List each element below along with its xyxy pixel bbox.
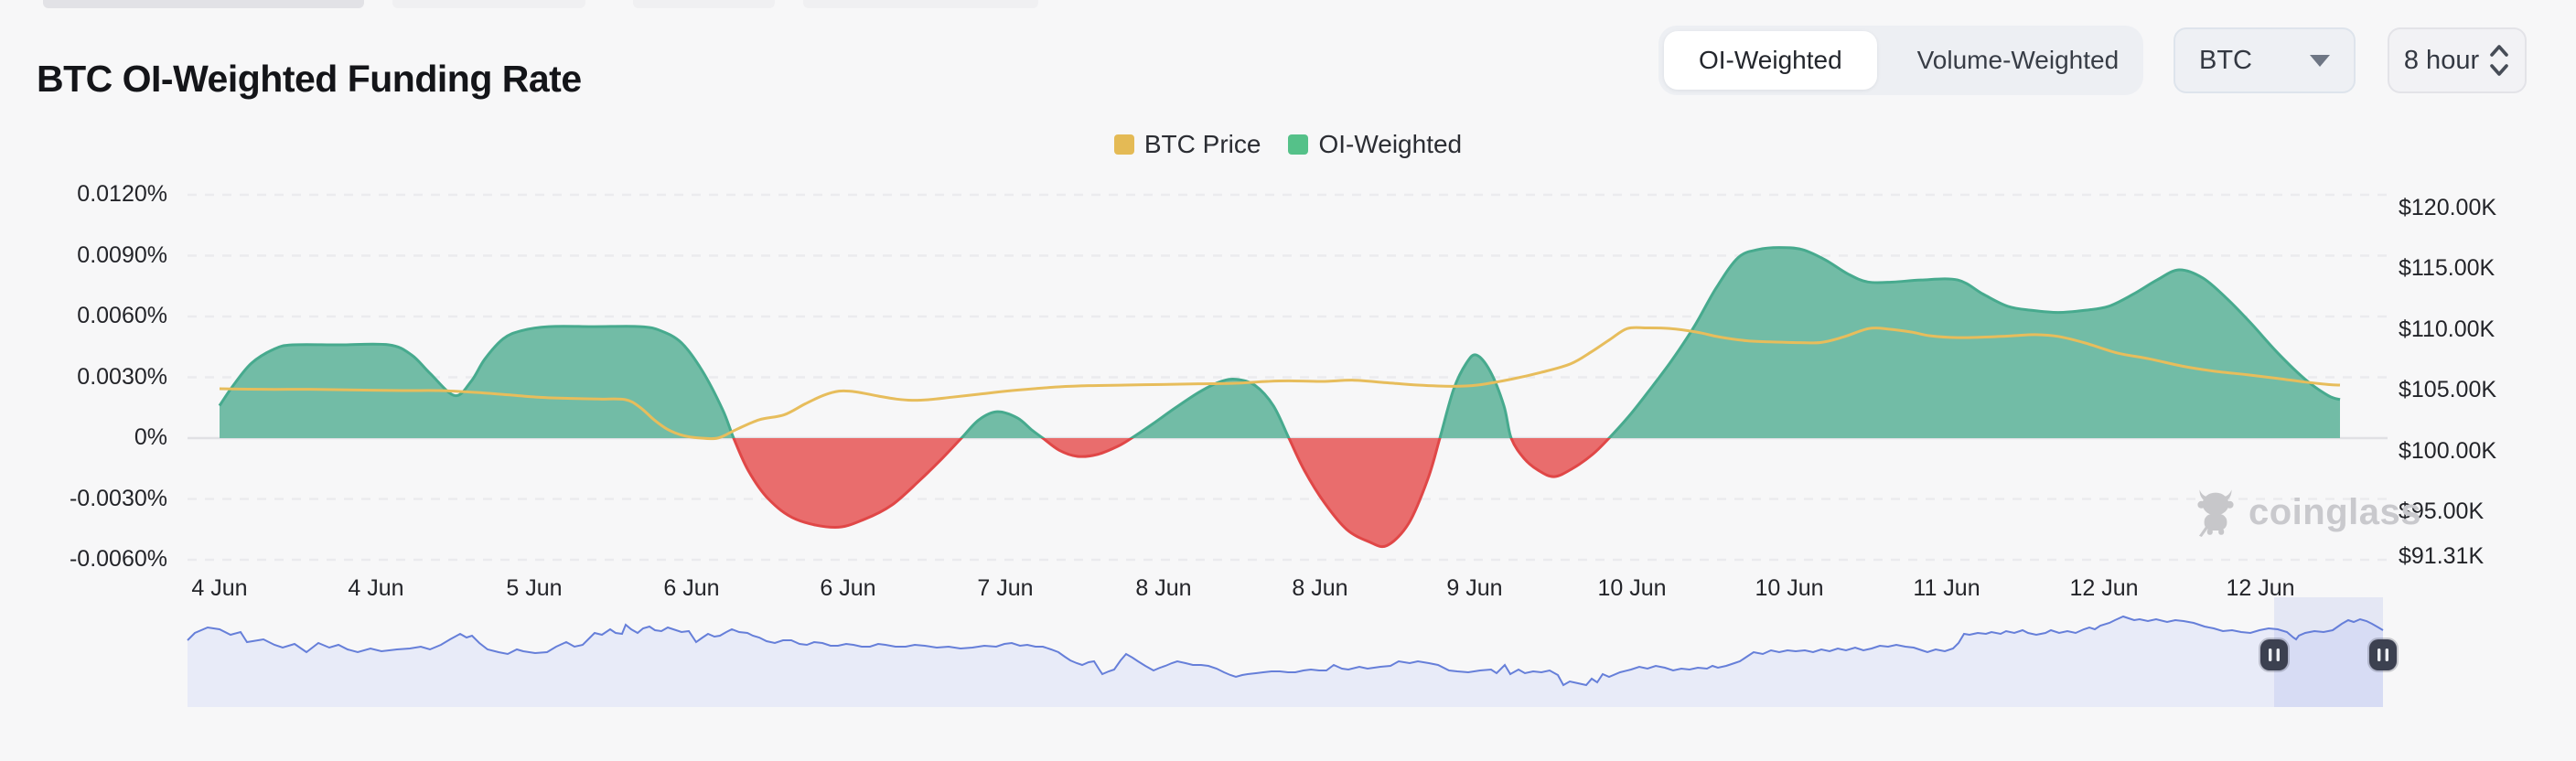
legend-item-btc-price[interactable]: BTC Price [1113, 130, 1261, 159]
legend-swatch [1288, 134, 1309, 155]
y-axis-right-tick: $110.00K [2399, 316, 2496, 342]
x-axis-tick: 5 Jun [506, 575, 563, 601]
funding-line-negative [732, 438, 1612, 549]
navigator[interactable] [187, 597, 2399, 707]
coinglass-watermark: coinglass [2194, 488, 2421, 537]
legend-item-oi-weighted[interactable]: OI-Weighted [1288, 130, 1462, 159]
y-axis-right-tick: $115.00K [2399, 255, 2496, 281]
y-axis-right-tick: $105.00K [2399, 377, 2497, 402]
interval-select-value: 8 hour [2403, 45, 2480, 75]
top-tab-stub-3[interactable] [803, 0, 1038, 8]
weighting-toggle: OI-Weighted Volume-Weighted [1658, 26, 2143, 95]
y-axis-left-tick: 0.0030% [77, 363, 167, 390]
navigator-selected-range[interactable] [2274, 597, 2383, 707]
navigator-line [187, 615, 2384, 687]
funding-line-positive [218, 246, 2341, 438]
interval-select[interactable]: 8 hour [2388, 27, 2527, 93]
funding-rate-area-series[interactable] [218, 246, 2341, 549]
x-axis-tick: 8 Jun [1135, 575, 1192, 601]
y-axis-left-tick: 0.0120% [77, 181, 167, 207]
y-axis-right-tick: $91.31K [2399, 543, 2485, 570]
navigator-area [188, 616, 2383, 707]
stepper-up-down-icon [2490, 45, 2508, 76]
tab-volume-weighted[interactable]: Volume-Weighted [1916, 46, 2120, 74]
legend: BTC Price OI-Weighted [0, 130, 2576, 159]
caret-down-icon [2310, 54, 2330, 67]
navigator-right-handle[interactable] [2367, 638, 2399, 672]
x-axis-tick: 6 Jun [820, 575, 876, 601]
tab-oi-weighted[interactable]: OI-Weighted [1664, 31, 1877, 90]
y-axis-right-tick: $120.00K [2399, 194, 2497, 220]
x-axis-tick: 10 Jun [1597, 575, 1667, 601]
legend-label: BTC Price [1143, 130, 1261, 158]
y-axis-right-tick: $95.00K [2399, 498, 2485, 524]
y-axis-left-tick: 0.0090% [77, 241, 167, 268]
top-tab-stub-1[interactable] [392, 0, 585, 8]
coinglass-bull-icon [2197, 489, 2234, 537]
x-axis-tick: 8 Jun [1292, 575, 1348, 601]
btc-price-line-series[interactable] [219, 326, 2341, 441]
top-tab-stub-0[interactable] [43, 0, 364, 8]
navigator-left-handle[interactable] [2259, 638, 2290, 672]
legend-swatch [1113, 134, 1134, 155]
symbol-select[interactable]: BTC [2174, 27, 2356, 93]
y-axis-left-tick: 0% [134, 424, 167, 450]
funding-area-negative [220, 438, 2340, 547]
x-axis-tick: 11 Jun [1913, 575, 1980, 601]
y-axis-left-tick: -0.0030% [69, 485, 167, 511]
x-axis-tick: 12 Jun [2226, 575, 2295, 601]
x-axis-tick: 12 Jun [2069, 575, 2139, 601]
x-axis-tick: 7 Jun [977, 575, 1034, 601]
funding-area-positive [220, 247, 2340, 438]
watermark-text: coinglass [2249, 491, 2422, 532]
y-axis-left-tick: 0.0060% [77, 303, 167, 328]
legend-label: OI-Weighted [1318, 130, 1463, 158]
x-axis-tick: 6 Jun [663, 575, 720, 601]
symbol-select-value: BTC [2199, 45, 2252, 75]
x-axis-tick: 10 Jun [1755, 575, 1824, 601]
x-axis-tick: 4 Jun [348, 575, 404, 601]
x-axis-tick: 9 Jun [1446, 575, 1503, 601]
y-axis-right-tick: $100.00K [2399, 437, 2497, 464]
y-axis-left-tick: -0.0060% [69, 546, 167, 572]
x-axis-tick: 4 Jun [191, 575, 248, 601]
page-title: BTC OI-Weighted Funding Rate [37, 58, 582, 101]
top-tab-stub-2[interactable] [633, 0, 775, 8]
